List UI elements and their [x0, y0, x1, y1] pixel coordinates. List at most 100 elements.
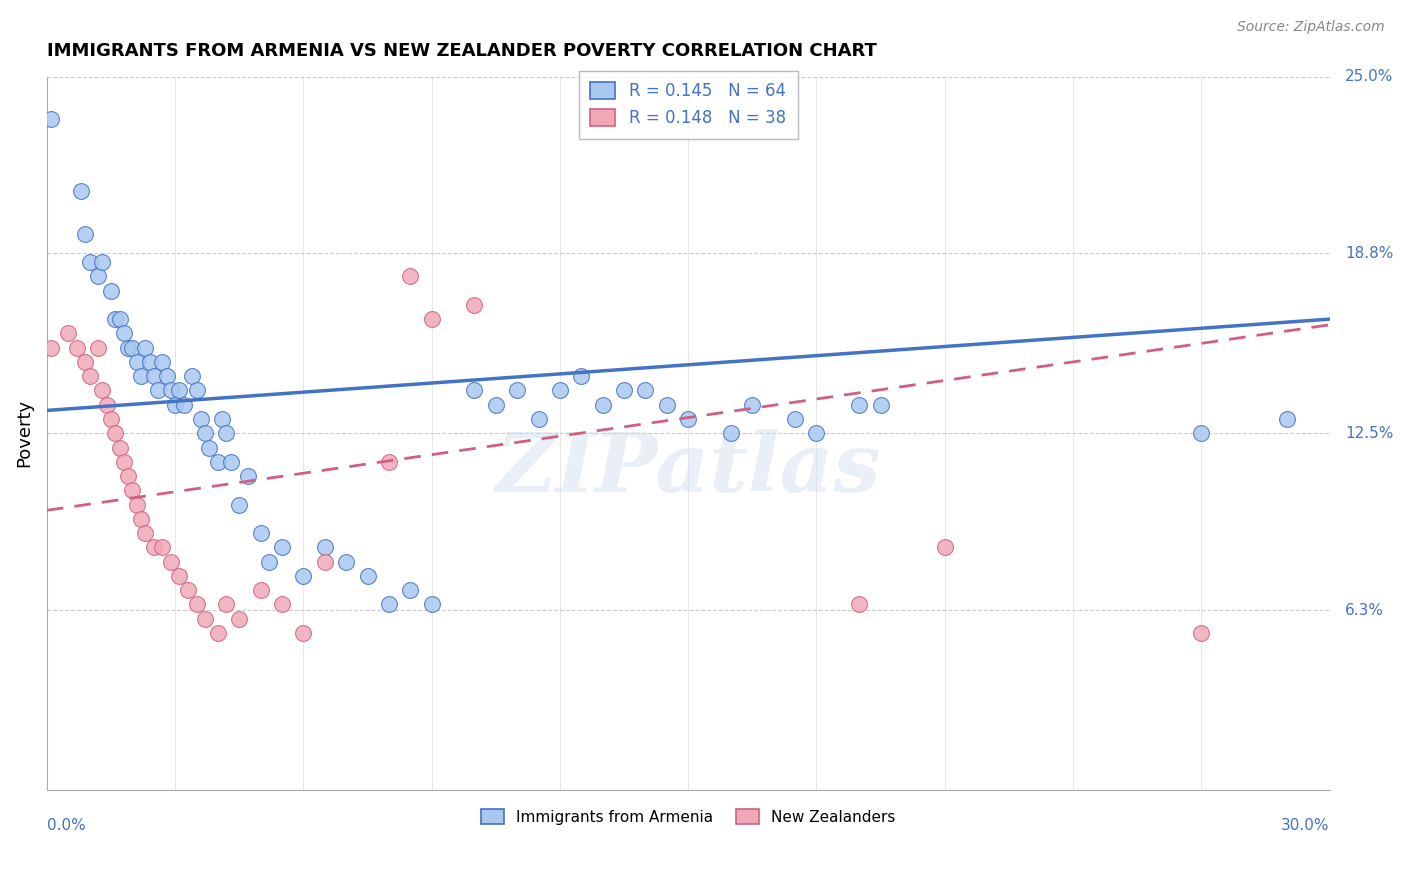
Point: [155, 369, 177, 384]
Point: [173, 398, 195, 412]
Point: [335, 555, 357, 569]
Point: [848, 598, 870, 612]
Point: [485, 398, 508, 412]
Point: [75, 355, 97, 369]
Text: 6.3%: 6.3%: [1346, 603, 1384, 617]
Point: [104, 312, 127, 326]
Point: [79, 369, 101, 384]
Point: [420, 598, 443, 612]
Point: [399, 269, 422, 284]
Point: [108, 441, 131, 455]
Point: [142, 369, 165, 384]
Point: [39, 341, 62, 355]
Point: [134, 341, 156, 355]
Point: [292, 626, 315, 640]
Point: [1189, 626, 1212, 640]
Point: [785, 412, 807, 426]
Point: [79, 255, 101, 269]
Point: [869, 398, 891, 412]
Point: [271, 541, 294, 555]
Point: [186, 384, 208, 398]
Point: [506, 384, 529, 398]
Point: [848, 398, 870, 412]
Point: [527, 412, 550, 426]
Point: [125, 355, 148, 369]
Point: [138, 355, 160, 369]
Point: [39, 112, 62, 127]
Point: [160, 384, 183, 398]
Text: IMMIGRANTS FROM ARMENIA VS NEW ZEALANDER POVERTY CORRELATION CHART: IMMIGRANTS FROM ARMENIA VS NEW ZEALANDER…: [46, 42, 877, 60]
Point: [934, 541, 956, 555]
Point: [257, 555, 280, 569]
Text: 12.5%: 12.5%: [1346, 425, 1393, 441]
Point: [207, 455, 229, 469]
Point: [181, 369, 204, 384]
Point: [741, 398, 763, 412]
Point: [211, 412, 233, 426]
Point: [58, 326, 80, 341]
Point: [160, 555, 183, 569]
Point: [100, 284, 122, 298]
Point: [104, 426, 127, 441]
Point: [356, 569, 378, 583]
Text: 0.0%: 0.0%: [46, 819, 86, 833]
Point: [399, 583, 422, 598]
Point: [112, 326, 135, 341]
Point: [129, 369, 152, 384]
Point: [142, 541, 165, 555]
Point: [117, 469, 139, 483]
Point: [463, 384, 485, 398]
Point: [378, 455, 401, 469]
Point: [292, 569, 315, 583]
Point: [378, 598, 401, 612]
Point: [314, 555, 336, 569]
Point: [91, 384, 114, 398]
Point: [169, 569, 191, 583]
Point: [592, 398, 614, 412]
Point: [134, 526, 156, 541]
Point: [194, 612, 217, 626]
Point: [87, 341, 110, 355]
Point: [634, 384, 657, 398]
Point: [108, 312, 131, 326]
Point: [121, 341, 143, 355]
Point: [249, 583, 271, 598]
Point: [190, 412, 212, 426]
Point: [219, 455, 242, 469]
Point: [314, 541, 336, 555]
Text: ZIPatlas: ZIPatlas: [495, 429, 882, 509]
Point: [91, 255, 114, 269]
Point: [655, 398, 678, 412]
Point: [125, 498, 148, 512]
Text: 18.8%: 18.8%: [1346, 246, 1393, 261]
Point: [215, 598, 238, 612]
Point: [420, 312, 443, 326]
Point: [720, 426, 742, 441]
Point: [207, 626, 229, 640]
Y-axis label: Poverty: Poverty: [15, 400, 32, 467]
Point: [117, 341, 139, 355]
Point: [271, 598, 294, 612]
Point: [463, 298, 485, 312]
Point: [1189, 426, 1212, 441]
Point: [1275, 412, 1298, 426]
Text: 25.0%: 25.0%: [1346, 69, 1393, 84]
Point: [806, 426, 828, 441]
Point: [177, 583, 200, 598]
Point: [228, 612, 250, 626]
Point: [569, 369, 592, 384]
Text: 30.0%: 30.0%: [1281, 819, 1330, 833]
Point: [150, 355, 173, 369]
Point: [112, 455, 135, 469]
Legend: Immigrants from Armenia, New Zealanders: Immigrants from Armenia, New Zealanders: [474, 801, 903, 832]
Point: [548, 384, 571, 398]
Point: [169, 384, 191, 398]
Point: [87, 269, 110, 284]
Point: [613, 384, 636, 398]
Point: [165, 398, 187, 412]
Point: [129, 512, 152, 526]
Point: [75, 227, 97, 241]
Point: [146, 384, 169, 398]
Point: [198, 441, 221, 455]
Point: [249, 526, 271, 541]
